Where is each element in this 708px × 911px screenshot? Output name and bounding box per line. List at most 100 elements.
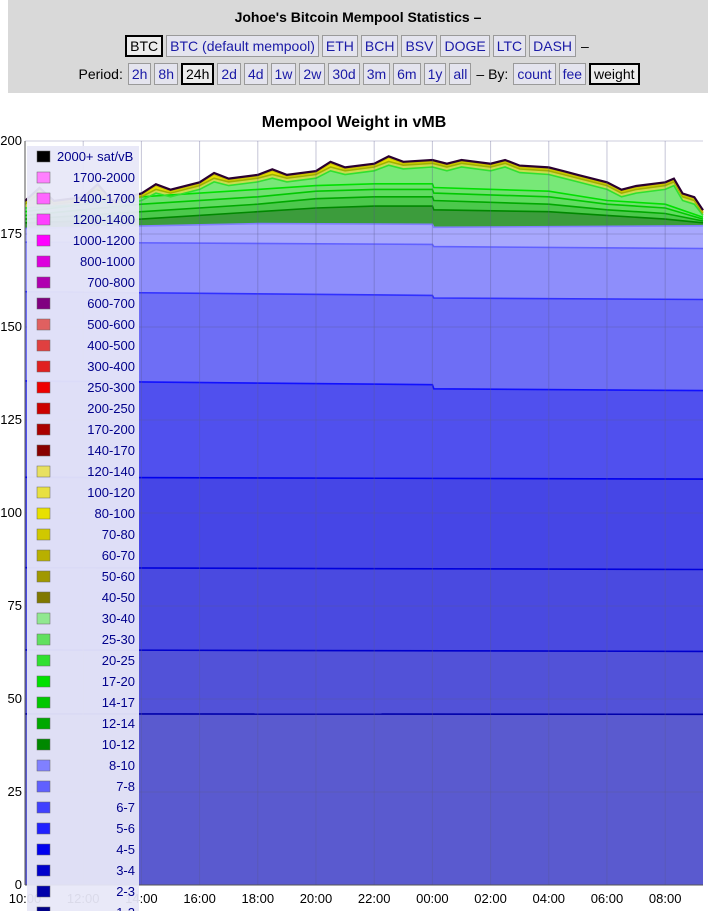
legend-item[interactable]: 1700-2000 <box>36 170 135 185</box>
legend-swatch <box>36 276 51 289</box>
x-tick-label: 00:00 <box>416 891 449 906</box>
legend-label: 1700-2000 <box>73 170 135 185</box>
legend-item[interactable]: 60-70 <box>36 548 135 563</box>
legend-item[interactable]: 20-25 <box>36 653 135 668</box>
x-tick-label: 20:00 <box>300 891 333 906</box>
period-button-2h[interactable]: 2h <box>127 63 152 85</box>
legend-label: 250-300 <box>87 380 135 395</box>
legend-item[interactable]: 400-500 <box>36 338 135 353</box>
coin-button-doge[interactable]: DOGE <box>440 35 490 57</box>
legend-item[interactable]: 1-2 <box>36 905 135 911</box>
legend-item[interactable]: 200-250 <box>36 401 135 416</box>
legend-item[interactable]: 250-300 <box>36 380 135 395</box>
legend-label: 8-10 <box>109 758 135 773</box>
legend-swatch <box>36 297 51 310</box>
legend-label: 25-30 <box>102 632 135 647</box>
legend-item[interactable]: 1400-1700 <box>36 191 135 206</box>
period-button-8h[interactable]: 8h <box>154 63 178 85</box>
legend-swatch <box>36 801 51 814</box>
legend-label: 60-70 <box>102 548 135 563</box>
legend-swatch <box>36 612 51 625</box>
y-tick-label: 75 <box>8 598 22 613</box>
legend-label: 4-5 <box>116 842 135 857</box>
y-tick-label: 200 <box>0 133 22 148</box>
legend-item[interactable]: 5-6 <box>36 821 135 836</box>
legend-item[interactable]: 1200-1400 <box>36 212 135 227</box>
legend-swatch <box>36 591 51 604</box>
legend-item[interactable]: 120-140 <box>36 464 135 479</box>
period-button-6m[interactable]: 6m <box>393 63 421 85</box>
legend-swatch <box>36 528 51 541</box>
legend-label: 170-200 <box>87 422 135 437</box>
legend-item[interactable]: 12-14 <box>36 716 135 731</box>
legend-item[interactable]: 50-60 <box>36 569 135 584</box>
legend-swatch <box>36 843 51 856</box>
legend-item[interactable]: 300-400 <box>36 359 135 374</box>
legend-item[interactable]: 2000+ sat/vB <box>36 149 133 164</box>
legend-swatch <box>36 150 51 163</box>
period-button-4d[interactable]: 4d <box>243 63 268 85</box>
legend-item[interactable]: 14-17 <box>36 695 135 710</box>
period-label: Period: <box>78 66 123 82</box>
coin-button-ltc[interactable]: LTC <box>492 35 527 57</box>
chart-legend: 2000+ sat/vB 1700-2000 1400-1700 1200-1400 1… <box>27 146 139 911</box>
legend-item[interactable]: 80-100 <box>36 506 135 521</box>
header-bar: Johoe's Bitcoin Mempool Statistics – BTC… <box>8 0 708 93</box>
legend-item[interactable]: 30-40 <box>36 611 135 626</box>
period-button-24h[interactable]: 24h <box>181 63 215 85</box>
period-button-3m[interactable]: 3m <box>362 63 391 85</box>
by-button-count[interactable]: count <box>513 63 556 85</box>
legend-swatch <box>36 654 51 667</box>
legend-item[interactable]: 4-5 <box>36 842 135 857</box>
legend-item[interactable]: 17-20 <box>36 674 135 689</box>
legend-item[interactable]: 25-30 <box>36 632 135 647</box>
legend-item[interactable]: 2-3 <box>36 884 135 899</box>
legend-label: 7-8 <box>116 779 135 794</box>
coin-button-btc-default-mempool[interactable]: BTC (default mempool) <box>166 35 319 57</box>
by-button-weight[interactable]: weight <box>589 63 640 85</box>
legend-item[interactable]: 170-200 <box>36 422 135 437</box>
legend-item[interactable]: 7-8 <box>36 779 135 794</box>
legend-item[interactable]: 500-600 <box>36 317 135 332</box>
band-line-25-30 <box>24 160 704 214</box>
area-band-1-2 <box>25 713 703 885</box>
period-button-30d[interactable]: 30d <box>328 63 360 85</box>
legend-item[interactable]: 600-700 <box>36 296 135 311</box>
legend-item[interactable]: 100-120 <box>36 485 135 500</box>
legend-item[interactable]: 70-80 <box>36 527 135 542</box>
y-tick-label: 50 <box>8 691 22 706</box>
band-line-8-10 <box>24 222 704 230</box>
legend-label: 14-17 <box>102 695 135 710</box>
period-button-all[interactable]: all <box>449 63 472 85</box>
legend-item[interactable]: 8-10 <box>36 758 135 773</box>
legend-label: 12-14 <box>102 716 135 731</box>
legend-swatch <box>36 381 51 394</box>
period-button-1w[interactable]: 1w <box>270 63 297 85</box>
legend-item[interactable]: 3-4 <box>36 863 135 878</box>
period-button-1y[interactable]: 1y <box>423 63 447 85</box>
coin-button-btc[interactable]: BTC <box>125 35 164 57</box>
period-button-2d[interactable]: 2d <box>217 63 241 85</box>
legend-label: 120-140 <box>87 464 135 479</box>
legend-item[interactable]: 1000-1200 <box>36 233 135 248</box>
legend-item[interactable]: 40-50 <box>36 590 135 605</box>
legend-item[interactable]: 10-12 <box>36 737 135 752</box>
legend-label: 140-170 <box>87 443 135 458</box>
by-button-fee[interactable]: fee <box>558 63 587 85</box>
legend-swatch <box>36 696 51 709</box>
period-button-2w[interactable]: 2w <box>299 63 326 85</box>
legend-swatch <box>36 444 51 457</box>
coin-button-bch[interactable]: BCH <box>360 35 399 57</box>
coin-button-bsv[interactable]: BSV <box>401 35 438 57</box>
legend-item[interactable]: 6-7 <box>36 800 135 815</box>
legend-item[interactable]: 800-1000 <box>36 254 135 269</box>
coin-button-eth[interactable]: ETH <box>321 35 358 57</box>
legend-swatch <box>36 885 51 898</box>
chart-title: Mempool Weight in vMB <box>261 114 447 131</box>
legend-swatch <box>36 717 51 730</box>
legend-item[interactable]: 700-800 <box>36 275 135 290</box>
legend-item[interactable]: 140-170 <box>36 443 135 458</box>
legend-swatch <box>36 234 51 247</box>
coin-button-dash[interactable]: DASH <box>529 35 577 57</box>
